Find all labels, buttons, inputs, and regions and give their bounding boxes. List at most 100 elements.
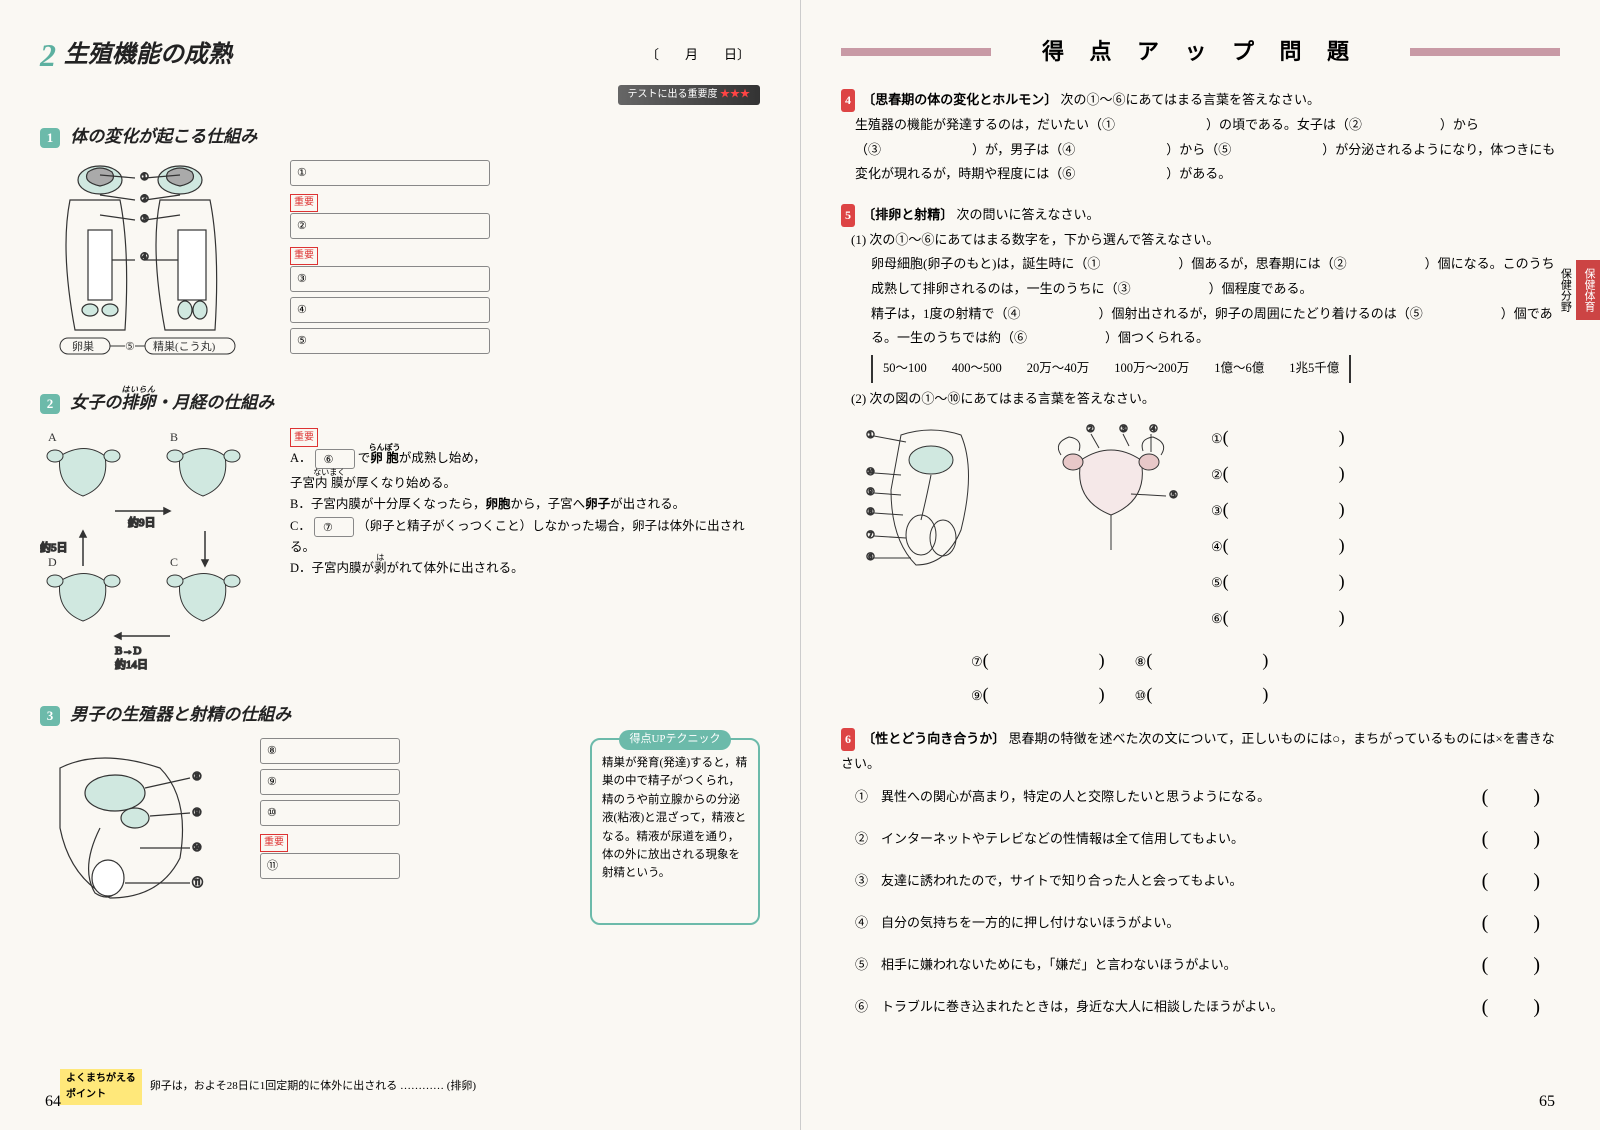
answer-box-2[interactable]: ②: [290, 213, 490, 239]
tip-header: 得点UPテクニック: [619, 730, 730, 750]
answer-box-11[interactable]: ⑪: [260, 853, 400, 879]
score-up-banner: 得 点 ア ッ プ 問 題: [841, 30, 1560, 73]
blank-input[interactable]: [983, 677, 1105, 711]
svg-text:B: B: [170, 430, 178, 444]
tf-item: ⑥ トラブルに巻き込まれたときは，身近な大人に相談したほうがよい。( ): [855, 986, 1560, 1028]
svg-text:④: ④: [140, 252, 149, 263]
svg-text:⑨: ⑨: [866, 487, 875, 498]
svg-text:⑩: ⑩: [192, 842, 202, 854]
svg-text:①: ①: [866, 430, 875, 441]
date-field[interactable]: 〔 月 日〕: [646, 45, 760, 66]
tip-body: 精巣が発育(発達)すると，精巣の中で精子がつくられ，精のうや前立腺からの分泌液(…: [602, 754, 748, 883]
answer-box-10[interactable]: ⑩: [260, 800, 400, 826]
tf-item: ① 異性への関心が高まり，特定の人と交際したいと思うようになる。( ): [855, 776, 1560, 818]
ovary-label: 卵巣: [72, 340, 94, 353]
svg-text:⑤: ⑤: [1169, 490, 1178, 501]
ovulation-cycle-diagram: A B D C 約9日: [40, 426, 270, 676]
tf-blank[interactable]: ( ): [1482, 778, 1560, 816]
answer-box-4[interactable]: ④: [290, 297, 490, 323]
answer-box-9[interactable]: ⑨: [260, 769, 400, 795]
section1-answers: ① 重要 ② 重要 ③ ④ ⑤: [290, 160, 760, 367]
tf-item: ⑤ 相手に嫌われないためにも，「嫌だ」と言わないほうがよい。( ): [855, 944, 1560, 986]
svg-text:D: D: [48, 555, 57, 569]
svg-text:C: C: [170, 555, 178, 569]
tf-item: ④ 自分の気持ちを一方的に押し付けないほうがよい。( ): [855, 902, 1560, 944]
svg-text:⑧: ⑧: [192, 771, 202, 783]
svg-text:⑩: ⑩: [866, 467, 875, 478]
answer-box-1[interactable]: ①: [290, 160, 490, 186]
section3-title: 3 男子の生殖器と射精の仕組み: [40, 701, 760, 728]
blank-6[interactable]: ⑥: [315, 449, 355, 469]
left-page: 2 生殖機能の成熟 〔 月 日〕 テストに出る重要度 ★★★ 1 体の変化が起こ…: [0, 0, 800, 1130]
section2-text: 重要 A． ⑥ で卵胞らんぽうが成熟し始め， 子宮内膜ないまくが厚くなり始める。…: [290, 426, 760, 683]
section3-answers: ⑧ ⑨ ⑩ 重要 ⑪: [260, 738, 570, 925]
section3-body: ⑧ ⑨ ⑩ ⑪ ⑧ ⑨ ⑩ 重要 ⑪ 得点UPテクニック 精巣が発育(発達)する…: [40, 738, 760, 925]
svg-text:B→D: B→D: [115, 645, 141, 657]
answer-box-5[interactable]: ⑤: [290, 328, 490, 354]
body-change-diagram: ① ② ③ ④: [40, 160, 270, 360]
svg-text:⑪: ⑪: [192, 876, 203, 889]
section2-title: 2 女子の排卵はいらん・月経の仕組み: [40, 385, 760, 416]
tf-blank[interactable]: ( ): [1482, 946, 1560, 984]
blank-input[interactable]: [1223, 420, 1345, 454]
testis-label: 精巣(こう丸): [153, 340, 216, 353]
blank-7[interactable]: ⑦: [314, 517, 354, 537]
q6-items: ① 異性への関心が高まり，特定の人と交際したいと思うようになる。( ) ② イン…: [841, 776, 1560, 1028]
footer-badge: よくまちがえる ポイント: [60, 1069, 142, 1105]
blank-input[interactable]: [983, 643, 1105, 677]
page-number-right: 65: [1539, 1089, 1555, 1115]
importance-bar: テストに出る重要度 ★★★: [618, 85, 761, 105]
tf-blank[interactable]: ( ): [1482, 904, 1560, 942]
blank-input[interactable]: [1223, 528, 1345, 562]
blank-input[interactable]: [1223, 564, 1345, 598]
chapter-header: 2 生殖機能の成熟 〔 月 日〕: [40, 30, 760, 81]
svg-text:⑧: ⑧: [866, 507, 875, 518]
section1-body: ① ② ③ ④: [40, 160, 760, 367]
svg-text:⑦: ⑦: [866, 530, 875, 541]
important-label: 重要: [290, 194, 318, 212]
blank-input[interactable]: [1146, 677, 1268, 711]
male-anatomy-diagram: ① ⑩ ⑨ ⑧ ⑦ ⑥: [851, 420, 1011, 580]
q4-body: 生殖器の機能が発達するのは，だいたい（① ）の頃である。女子は（② ）から（③ …: [841, 113, 1560, 187]
q5-2-blanks: ① ② ③ ④ ⑤ ⑥: [1211, 420, 1375, 635]
svg-text:⑥: ⑥: [866, 552, 875, 563]
blank-input[interactable]: [1223, 492, 1345, 526]
blank-input[interactable]: [1146, 643, 1268, 677]
blank-input[interactable]: [1223, 456, 1345, 490]
chapter-number: 2: [40, 30, 56, 81]
question-4: 4 〔思春期の体の変化とホルモン〕 次の①～⑥にあてはまる言葉を答えなさい。 生…: [841, 88, 1560, 187]
blank-input[interactable]: [1223, 600, 1345, 634]
svg-text:②: ②: [1086, 424, 1095, 435]
tf-blank[interactable]: ( ): [1482, 988, 1560, 1026]
q5-2-figures: ① ⑩ ⑨ ⑧ ⑦ ⑥: [851, 420, 1560, 635]
tf-blank[interactable]: ( ): [1482, 820, 1560, 858]
important-label: 重要: [290, 247, 318, 265]
svg-text:⑤: ⑤: [125, 341, 135, 353]
tf-blank[interactable]: ( ): [1482, 862, 1560, 900]
side-tab: 保健体育 保健分野: [1578, 260, 1600, 320]
svg-text:約5日: 約5日: [40, 540, 68, 554]
answer-box-3[interactable]: ③: [290, 266, 490, 292]
svg-text:⑨: ⑨: [192, 807, 202, 819]
section1-title: 1 体の変化が起こる仕組み: [40, 123, 760, 150]
male-reproductive-diagram: ⑧ ⑨ ⑩ ⑪: [40, 738, 240, 918]
female-anatomy-diagram: ② ③ ④ ⑤: [1031, 420, 1191, 580]
right-page: 得 点 ア ッ プ 問 題 4 〔思春期の体の変化とホルモン〕 次の①～⑥にあて…: [800, 0, 1600, 1130]
svg-text:④: ④: [1149, 424, 1158, 435]
svg-text:約9日: 約9日: [128, 515, 156, 529]
section2-body: A B D C 約9日: [40, 426, 760, 683]
tf-item: ③ 友達に誘われたので，サイトで知り合った人と会ってもよい。( ): [855, 860, 1560, 902]
svg-text:約14日: 約14日: [115, 657, 148, 671]
page-number-left: 64: [45, 1089, 61, 1115]
svg-text:A: A: [48, 430, 57, 444]
svg-text:③: ③: [1119, 424, 1128, 435]
chapter-title: 生殖機能の成熟: [64, 36, 232, 74]
tf-item: ② インターネットやテレビなどの性情報は全て信用してもよい。( ): [855, 818, 1560, 860]
footer-note: よくまちがえる ポイント 卵子は，およそ28日に1回定期的に体外に出される ………: [60, 1069, 476, 1105]
question-5: 5 〔排卵と射精〕 次の問いに答えなさい。 (1) 次の①～⑥にあてはまる数字を…: [841, 203, 1560, 711]
q5-choices: 50～100 400～500 20万～40万 100万～200万 1億～6億 1…: [871, 355, 1351, 383]
tip-box: 得点UPテクニック 精巣が発育(発達)すると，精巣の中で精子がつくられ，精のうや…: [590, 738, 760, 925]
question-6: 6 〔性とどう向き合うか〕 思春期の特徴を述べた次の文について，正しいものには○…: [841, 727, 1560, 1028]
answer-box-8[interactable]: ⑧: [260, 738, 400, 764]
q5-1-body: 卵母細胞(卵子のもと)は，誕生時に（① ）個あるが，思春期には（② ）個になる。…: [851, 252, 1560, 351]
